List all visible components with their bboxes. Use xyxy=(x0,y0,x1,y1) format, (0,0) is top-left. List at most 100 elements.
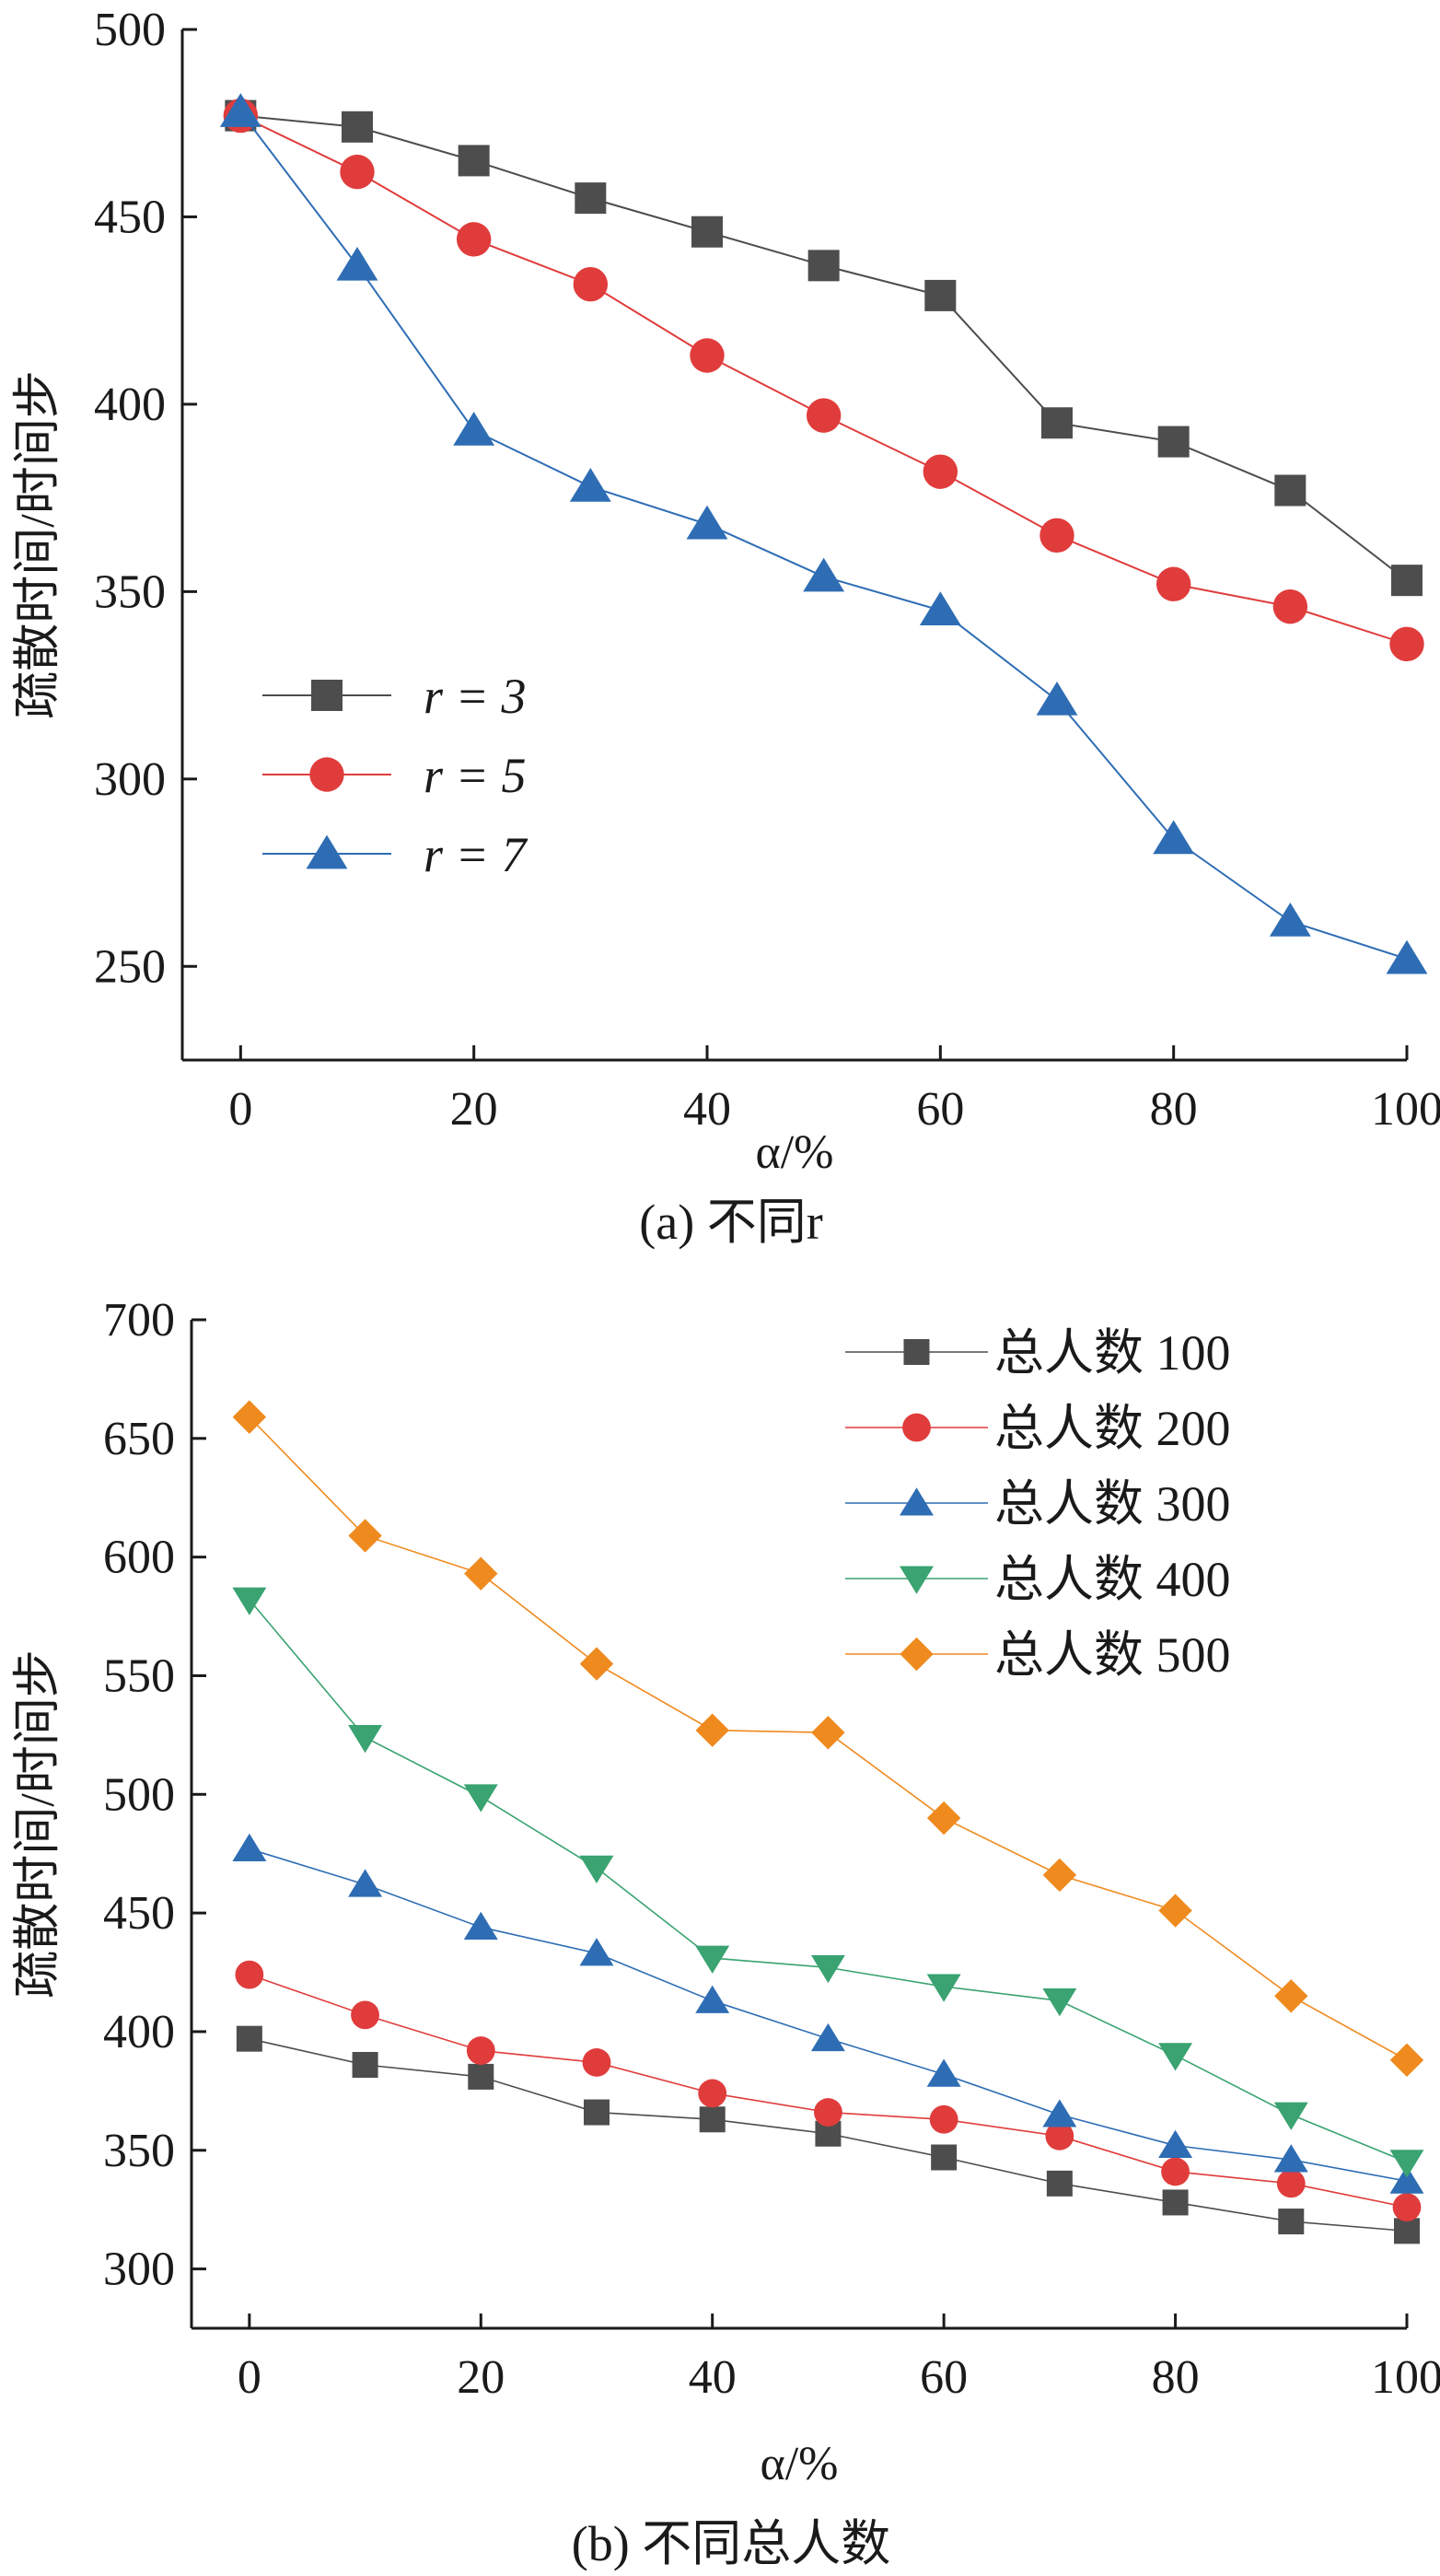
panel2-series-4-point xyxy=(926,1974,961,2002)
panel2-legend-label: 总人数 300 xyxy=(994,1476,1231,1532)
panel2-series-4-point xyxy=(1042,1988,1077,2017)
panel1-xtick-label: 20 xyxy=(450,1083,498,1136)
panel2-legend-marker xyxy=(900,1487,934,1516)
panel2-series-2-point xyxy=(351,2000,379,2030)
panel2-series-4 xyxy=(232,1587,1424,2178)
panel1-series-2-point xyxy=(573,266,609,302)
panel2-series-4-line xyxy=(249,1599,1408,2163)
panel2-series-4-point xyxy=(695,1945,730,1974)
panel1-series-3-point xyxy=(453,411,495,446)
panel1-series-3-point xyxy=(1036,681,1078,716)
panel2-xtick-label: 60 xyxy=(920,2351,968,2404)
panel2-series-3-point xyxy=(1273,2144,1308,2173)
panel1-series-1-point xyxy=(342,111,373,143)
panel2-y-axis-label: 疏散时间/时间步 xyxy=(12,1649,64,1998)
panel2-legend-label: 总人数 200 xyxy=(994,1401,1231,1456)
panel1-ytick-label: 450 xyxy=(94,191,166,243)
panel1-series-3-point xyxy=(569,468,611,502)
panel1-series-2-point xyxy=(1272,589,1308,624)
panel2-series-2-point xyxy=(582,2048,611,2077)
panel2-series-2-point xyxy=(814,2098,842,2127)
panel2-series-3-point xyxy=(1389,2165,1424,2194)
panel1-legend-label: r = 5 xyxy=(424,748,526,803)
panel2-xtick-label: 40 xyxy=(689,2351,737,2404)
panel1-ytick-label: 500 xyxy=(94,4,166,56)
panel2-series-3 xyxy=(232,1833,1424,2194)
panel1-legend: r = 3 r = 5 r = 7 xyxy=(262,669,528,882)
panel2-xtick-label: 20 xyxy=(457,2351,505,2404)
panel2-series-1-point xyxy=(468,2063,494,2090)
panel2-series-1-point xyxy=(1278,2209,1305,2235)
panel2-series-3-point xyxy=(348,1869,383,1897)
panel2-xtick-label: 80 xyxy=(1152,2351,1200,2404)
panel2-series-2-point xyxy=(1392,2193,1422,2222)
panel2-series-2 xyxy=(235,1960,1422,2222)
panel2-ytick-label: 550 xyxy=(103,1649,175,1702)
panel2-xtick-label: 100 xyxy=(1371,2351,1440,2404)
panel2-series-3-point xyxy=(579,1938,614,1966)
panel2-legend-label: 总人数 100 xyxy=(994,1325,1231,1381)
panel2-series-3-point xyxy=(1158,2129,1193,2159)
panel2-series-5-point xyxy=(1274,1979,1308,2013)
panel2-series-5-point xyxy=(1389,2043,1424,2078)
panel1-series-3-point xyxy=(803,557,845,592)
panel1-y-axis-label: 疏散时间/时间步 xyxy=(12,370,64,718)
panel2-series-4-point xyxy=(1389,2150,1424,2178)
panel1-series-1-point xyxy=(1391,565,1423,597)
panel1-series-1-point xyxy=(1157,425,1190,458)
panel2-caption: (b) 不同总人数 xyxy=(572,2516,890,2571)
panel2-xtick-label: 0 xyxy=(238,2351,261,2404)
panel1-series-2-point xyxy=(1155,566,1191,601)
panel2-series-3-point xyxy=(695,1985,730,2013)
panel1-ytick-label: 350 xyxy=(94,565,166,618)
panel2-legend-marker xyxy=(900,1566,934,1594)
panel2-series-2-point xyxy=(1276,2169,1306,2198)
panel1-series-3-point xyxy=(219,93,261,127)
panel2-series-5-point xyxy=(579,1647,614,1681)
panel2-series-1 xyxy=(236,2025,1420,2244)
panel2-series-3-point xyxy=(926,2058,961,2087)
panel1-series-3-point xyxy=(336,246,378,281)
panel2-series-5-point xyxy=(232,1400,267,1434)
panel2-legend-marker xyxy=(902,1413,931,1442)
panel2-series-5-point xyxy=(464,1556,498,1591)
panel2-legend-marker xyxy=(900,1637,934,1672)
panel1-series-3-point xyxy=(919,591,961,626)
panel2-series-1-point xyxy=(1394,2218,1420,2244)
panel1-series-3-point xyxy=(1153,820,1195,855)
panel1-series-3-line xyxy=(239,111,1408,961)
panel2-ytick-label: 300 xyxy=(103,2244,175,2296)
panel2-series-2-point xyxy=(698,2079,727,2108)
panel1-xtick-label: 100 xyxy=(1371,1083,1440,1136)
panel1-xtick-label: 0 xyxy=(228,1083,252,1136)
panel1-series-1-point xyxy=(924,279,957,311)
panel1-series-2-point xyxy=(1389,626,1424,662)
panel2-series-4-point xyxy=(232,1587,267,1615)
panel2-series-2-point xyxy=(929,2104,958,2134)
panel2-series-5-point xyxy=(1158,1894,1192,1928)
panel2-series-2-line xyxy=(249,1974,1408,2209)
panel1-series-2 xyxy=(223,98,1424,662)
panel2: 300 350 400 450 500 550 600 650 700 0 20 40 60 80 100 α… xyxy=(12,1294,1440,2571)
panel1-series-2-point xyxy=(806,398,842,433)
panel1-series-1-point xyxy=(807,250,840,282)
panel2-legend-marker xyxy=(903,1339,930,1365)
panel2-legend-label: 总人数 500 xyxy=(994,1627,1231,1683)
panel1-series-1-point xyxy=(575,182,607,215)
panel1-series-2-point xyxy=(340,154,375,190)
panel1-series-1-point xyxy=(691,216,723,248)
panel2-series-4-point xyxy=(348,1725,383,1754)
panel2-ytick-label: 350 xyxy=(103,2125,175,2177)
panel2-series-3-point xyxy=(1042,2099,1077,2127)
panel1: 250 300 350 400 450 500 0 20 40 60 80 100 α/% 疏散时间/时间… xyxy=(12,4,1440,1250)
panel2-series-1-point xyxy=(1046,2170,1073,2197)
panel1-legend-marker xyxy=(309,757,344,792)
panel2-series-5-point xyxy=(695,1713,729,1747)
panel1-series-3-point xyxy=(686,505,728,540)
panel1-ytick-label: 300 xyxy=(94,753,166,806)
panel2-series-5 xyxy=(232,1400,1424,2078)
panel2-series-3-point xyxy=(463,1911,498,1941)
panel2-series-2-point xyxy=(1045,2121,1074,2151)
panel2-series-4-point xyxy=(579,1855,614,1883)
